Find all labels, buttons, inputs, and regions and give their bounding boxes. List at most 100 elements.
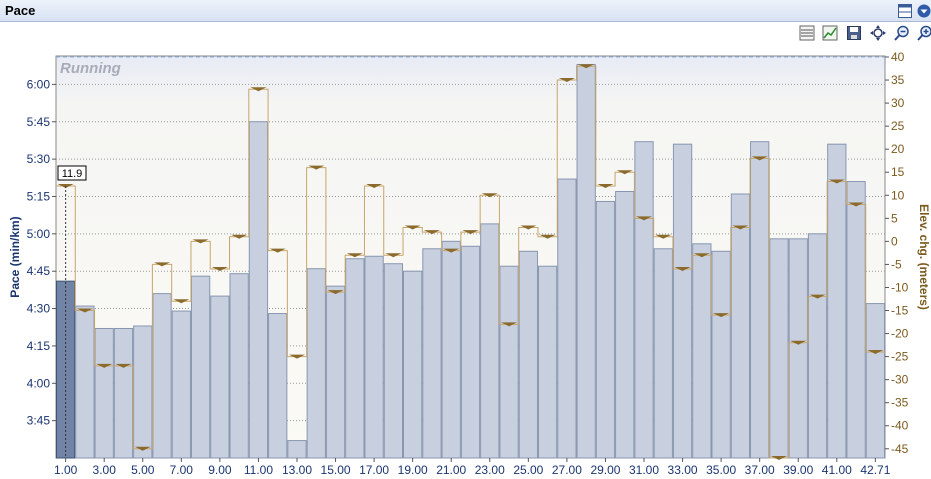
- x-tick-label: 33.00: [668, 463, 698, 477]
- pace-bar: [75, 305, 95, 459]
- pace-bar: [287, 440, 307, 459]
- pace-bar: [210, 295, 230, 459]
- elevation-marker: [693, 253, 710, 258]
- pace-bar: [788, 238, 808, 459]
- elevation-marker: [809, 294, 826, 299]
- x-tick-label: 9.00: [208, 463, 232, 477]
- pace-bar: [557, 178, 577, 459]
- zoom-in-icon[interactable]: [917, 25, 931, 41]
- elevation-marker: [211, 267, 228, 272]
- pace-bar: [595, 200, 616, 459]
- fit-zoom-icon[interactable]: [870, 25, 886, 41]
- elevation-marker: [462, 230, 479, 235]
- elevation-marker: [848, 202, 865, 207]
- elevation-marker: [751, 156, 768, 161]
- y-right-label: Elev. chg. (meters): [917, 204, 931, 310]
- x-tick-label: 13.00: [282, 463, 312, 477]
- y-left-tick-label: 4:00: [27, 376, 51, 390]
- x-tick-label: 5.00: [131, 463, 155, 477]
- y-left-label: Pace (min/km): [8, 216, 22, 297]
- pace-bar: [229, 273, 249, 459]
- chart-settings-icon[interactable]: [822, 25, 838, 41]
- y-left-tick-label: 4:30: [27, 302, 51, 316]
- elevation-marker: [134, 446, 151, 451]
- pace-bar: [480, 223, 500, 459]
- y-left-tick-label: 5:00: [27, 227, 51, 241]
- overlay-label: Running: [60, 60, 121, 77]
- pace-bar: [248, 121, 269, 459]
- chart-type-icon[interactable]: [799, 25, 815, 41]
- elevation-marker: [713, 313, 730, 318]
- elevation-marker: [501, 322, 518, 327]
- elevation-marker: [616, 170, 633, 175]
- y-left-tick-label: 5:30: [27, 152, 51, 166]
- pace-bar: [325, 285, 346, 459]
- pace-bar: [171, 310, 191, 459]
- tooltip: 11.9: [57, 165, 87, 181]
- elevation-marker: [520, 225, 537, 230]
- elevation-marker: [231, 234, 248, 239]
- pace-bar: [364, 255, 384, 459]
- elevation-marker: [154, 262, 171, 267]
- elevation-marker: [790, 340, 807, 345]
- y-right-tick-label: 10: [891, 188, 905, 202]
- x-tick-label: 37.00: [745, 463, 775, 477]
- y-left-tick-label: 3:45: [27, 414, 51, 428]
- pace-bar: [730, 193, 751, 459]
- x-tick-label: 19.00: [398, 463, 428, 477]
- x-tick-label: 3.00: [93, 463, 117, 477]
- x-tick-label: 41.00: [822, 463, 852, 477]
- zoom-out-icon[interactable]: [894, 25, 910, 41]
- elevation-marker: [539, 234, 556, 239]
- tooltip-text: 11.9: [62, 168, 83, 180]
- elevation-marker: [76, 308, 93, 313]
- elevation-marker: [404, 225, 421, 230]
- y-right-tick-label: 5: [891, 211, 898, 225]
- elevation-marker: [115, 363, 132, 368]
- y-left-tick-label: 5:15: [27, 189, 51, 203]
- pace-bar: [190, 275, 211, 459]
- y-right-tick-label: 15: [891, 165, 905, 179]
- elevation-marker: [443, 248, 460, 253]
- y-right-tick-label: -20: [891, 327, 909, 341]
- elevation-marker: [770, 456, 787, 460]
- pace-bar: [306, 268, 326, 459]
- pace-bar: [750, 141, 770, 459]
- window-layout-icon[interactable]: [898, 4, 912, 18]
- elevation-marker: [732, 225, 749, 230]
- save-icon[interactable]: [846, 25, 862, 41]
- elevation-marker: [558, 78, 575, 83]
- pace-bar: [827, 143, 847, 459]
- elevation-marker: [327, 290, 344, 295]
- pace-bar: [846, 181, 866, 459]
- x-tick-label: 17.00: [359, 463, 389, 477]
- elevation-marker: [578, 64, 595, 69]
- x-tick-label: 15.00: [321, 463, 351, 477]
- y-left-tick-label: 4:15: [27, 339, 51, 353]
- pace-bar: [865, 303, 886, 459]
- x-tick-label: 39.00: [783, 463, 813, 477]
- window-titlebar: Pace: [0, 0, 931, 22]
- y-right-tick-label: 40: [891, 50, 905, 64]
- pace-bar: [692, 243, 712, 459]
- y-right-tick-label: -5: [891, 257, 902, 271]
- pace-bar: [460, 245, 481, 459]
- y-right-tick-label: 0: [891, 234, 898, 248]
- pace-bar: [422, 248, 442, 459]
- elevation-marker: [423, 230, 440, 235]
- pace-bar: [268, 313, 288, 459]
- x-tick-label: 1.00: [54, 463, 78, 477]
- x-tick-label: 27.00: [552, 463, 582, 477]
- y-right-tick-label: -15: [891, 304, 909, 318]
- dropdown-icon[interactable]: [917, 4, 931, 18]
- x-tick-label: 29.00: [590, 463, 620, 477]
- y-right-tick-label: -40: [891, 419, 909, 433]
- elevation-marker: [655, 234, 672, 239]
- elevation-marker: [481, 193, 498, 198]
- elevation-marker: [828, 179, 845, 184]
- pace-bar: [672, 143, 693, 459]
- elevation-marker: [173, 299, 190, 304]
- pace-bar: [113, 327, 134, 459]
- pace-bar: [711, 250, 731, 459]
- x-tick-label: 35.00: [706, 463, 736, 477]
